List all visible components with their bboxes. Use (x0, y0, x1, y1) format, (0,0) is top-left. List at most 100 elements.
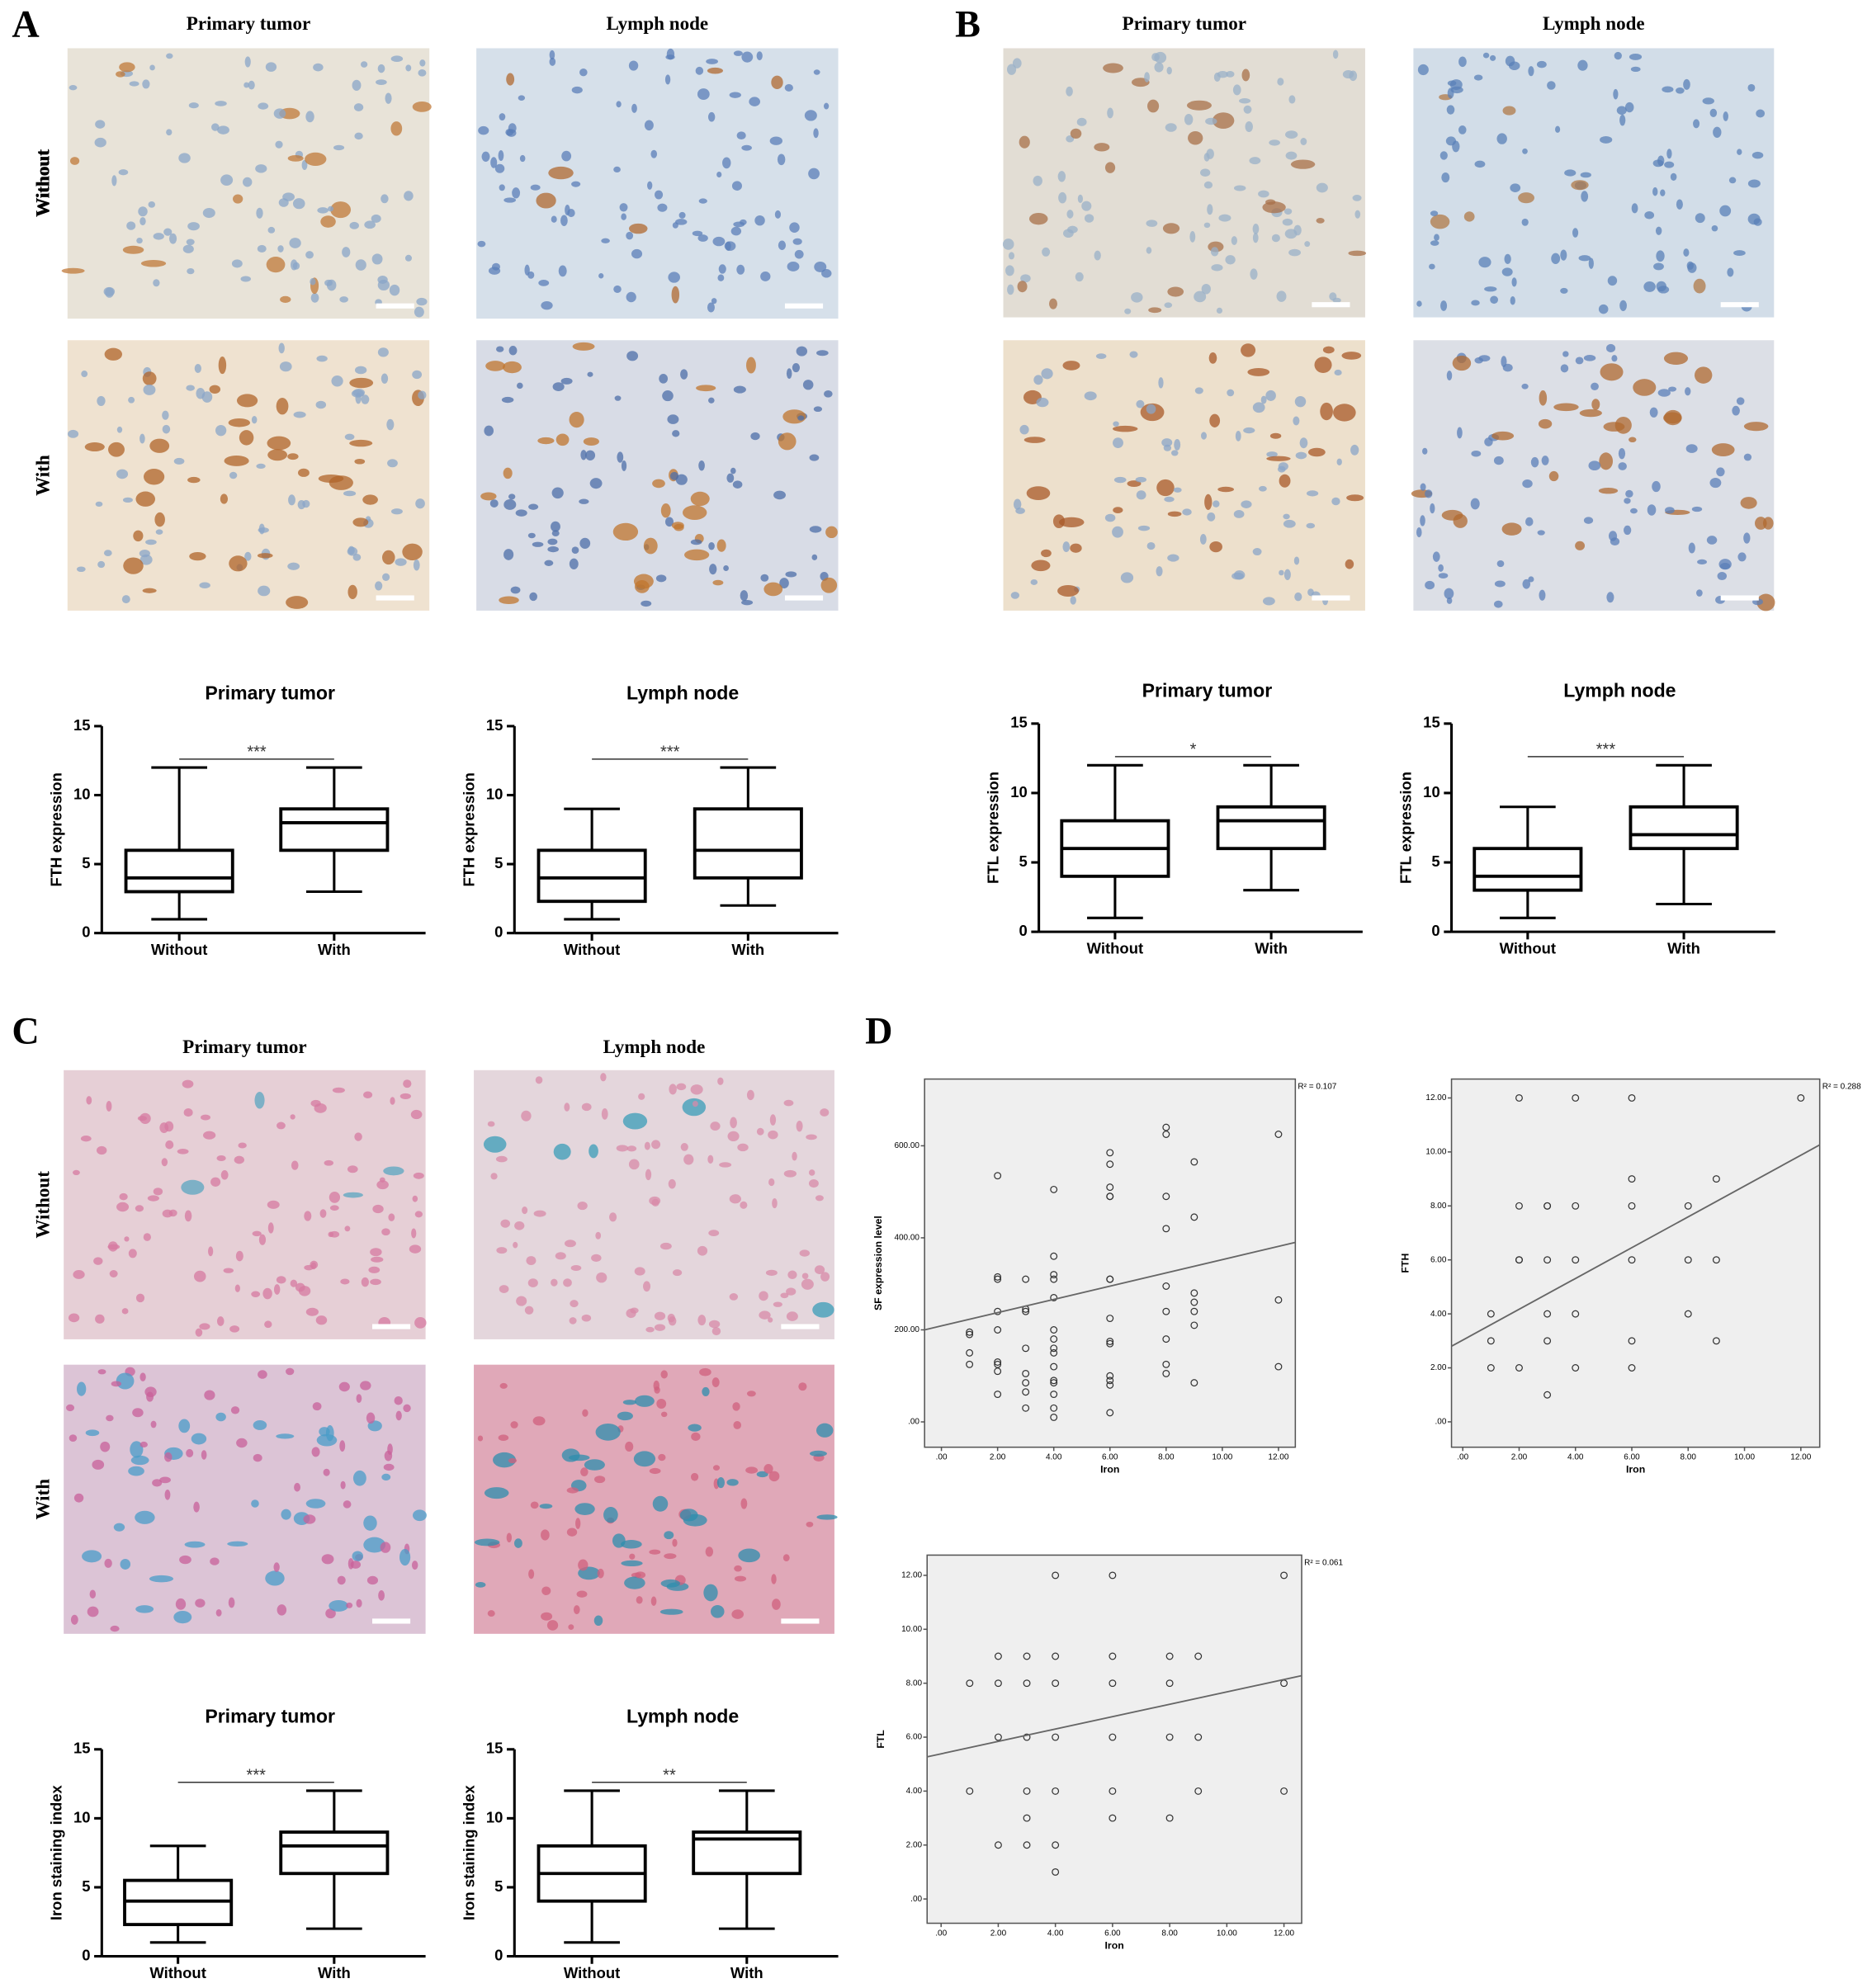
point (1572, 1094, 1580, 1102)
nucleus (1354, 210, 1361, 219)
nucleus (1447, 87, 1454, 99)
nucleus (1649, 407, 1658, 418)
scale-bar (376, 595, 414, 601)
stain (778, 432, 797, 451)
nucleus (733, 385, 746, 394)
nucleus (820, 1108, 830, 1117)
nucleus (820, 1272, 830, 1282)
nucleus (772, 1598, 781, 1610)
nucleus (650, 149, 658, 158)
stain (716, 539, 726, 552)
point (1165, 1652, 1174, 1660)
nucleus (1446, 597, 1453, 604)
panel-label: B (955, 2, 981, 45)
stain (1212, 112, 1235, 130)
nucleus (1588, 460, 1601, 471)
scale-bar (1312, 595, 1350, 601)
scale-bar (1312, 302, 1350, 308)
stain (1188, 130, 1203, 145)
nucleus (1624, 498, 1631, 504)
nucleus (337, 1575, 346, 1585)
stain (1430, 214, 1450, 229)
nucleus (547, 538, 558, 545)
nucleus (97, 560, 106, 569)
nucleus (707, 1155, 714, 1164)
nucleus (1713, 126, 1722, 139)
nucleus (1151, 53, 1160, 62)
y-axis-label: Iron staining index (460, 1784, 477, 1920)
nucleus (1751, 151, 1764, 159)
nucleus (210, 1557, 220, 1565)
stain (330, 201, 352, 219)
stain (624, 1576, 645, 1589)
nucleus (344, 433, 355, 441)
nucleus (388, 1213, 395, 1221)
stain (771, 75, 783, 90)
nucleus (234, 1284, 240, 1292)
nucleus (567, 209, 575, 218)
nucleus (193, 1501, 200, 1513)
stain (574, 1503, 595, 1515)
nucleus (644, 120, 654, 131)
nucleus (352, 553, 362, 561)
stain (382, 550, 395, 565)
nucleus (1167, 554, 1179, 562)
nucleus (1753, 218, 1762, 226)
nucleus (1200, 168, 1211, 177)
nucleus (313, 63, 324, 72)
nucleus (215, 101, 227, 106)
nucleus (654, 1386, 660, 1394)
nucleus (69, 85, 78, 91)
nucleus (1668, 386, 1677, 392)
chart-title: Lymph node (626, 682, 739, 704)
nucleus (1688, 542, 1695, 554)
nucleus (413, 1172, 424, 1179)
nucleus (733, 50, 743, 56)
nucleus (216, 1316, 225, 1326)
stain (1019, 135, 1030, 149)
nucleus (208, 1246, 214, 1257)
nucleus (186, 238, 195, 246)
nucleus (570, 1300, 579, 1308)
stain (122, 245, 144, 254)
nucleus (139, 1441, 148, 1448)
nucleus (1631, 203, 1638, 214)
point (1572, 1310, 1580, 1318)
nucleus (1618, 462, 1627, 470)
stain (69, 157, 80, 165)
nucleus (625, 1441, 634, 1452)
nucleus (1250, 268, 1258, 280)
nucleus (371, 253, 383, 265)
stain (1633, 379, 1657, 396)
point (1684, 1256, 1692, 1264)
x-tick-label: 6.00 (1104, 1929, 1121, 1938)
nucleus (798, 1382, 807, 1391)
stain (1070, 128, 1082, 139)
stain (1023, 437, 1046, 443)
stain (1279, 474, 1291, 488)
point (1109, 1679, 1117, 1688)
nucleus (1154, 62, 1164, 73)
nucleus (668, 1178, 676, 1189)
nucleus (186, 385, 195, 391)
nucleus (1605, 343, 1616, 353)
nucleus (811, 554, 818, 560)
nucleus (116, 426, 123, 433)
nucleus (381, 373, 389, 384)
nucleus (1683, 248, 1690, 257)
nucleus (1332, 297, 1341, 303)
stain (402, 543, 423, 561)
nucleus (740, 1201, 748, 1209)
nucleus (314, 1103, 327, 1113)
nucleus (292, 198, 305, 210)
nucleus (580, 1467, 589, 1477)
nucleus (580, 450, 587, 460)
nucleus (128, 1249, 137, 1258)
nucleus (1174, 439, 1181, 451)
y-tick-label: 10 (486, 785, 503, 802)
nucleus (317, 207, 329, 214)
nucleus (1306, 490, 1319, 497)
nucleus (552, 382, 565, 391)
nucleus (132, 1408, 144, 1418)
nucleus (1736, 397, 1745, 405)
